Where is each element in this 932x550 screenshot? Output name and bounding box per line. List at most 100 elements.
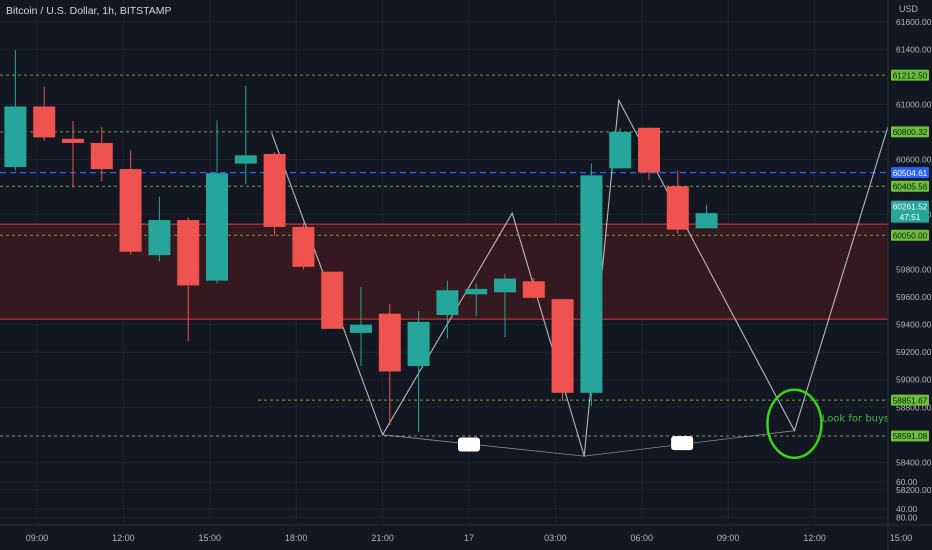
time-tick-label: 09:00 (26, 533, 49, 543)
neckline[interactable] (382, 430, 795, 457)
candle (62, 120, 84, 188)
price-tick-label: 61600.00 (896, 17, 932, 27)
candle (263, 151, 286, 236)
candle (148, 196, 171, 262)
time-tick-label: 18:00 (285, 533, 308, 543)
candle (609, 127, 632, 169)
price-tick-label: 58200.00 (896, 485, 932, 495)
time-tick-label: 15:00 (890, 533, 913, 543)
level-price-tag[interactable] (891, 126, 929, 138)
level-price-tag[interactable] (891, 394, 929, 406)
candles (4, 50, 718, 433)
candle-body (609, 131, 632, 169)
currency-label: USD (899, 4, 919, 14)
symbol-title[interactable]: Bitcoin / U.S. Dollar, 1h, BITSTAMP (6, 5, 172, 17)
level-price-tag-label: 60405.56 (893, 181, 928, 191)
candle-body (90, 142, 113, 170)
candle-body (263, 153, 286, 227)
time-axis-bg[interactable] (0, 525, 932, 550)
level-price-tag-label: 61212.50 (893, 70, 928, 80)
price-tick-label: 59200.00 (896, 347, 932, 357)
candle-body (551, 299, 574, 393)
price-tick-label: 59800.00 (896, 265, 932, 275)
candle (580, 163, 603, 406)
candle-body (436, 290, 459, 316)
time-tick-label: 15:00 (199, 533, 222, 543)
level-price-tag[interactable] (891, 229, 929, 241)
candle-body (177, 220, 200, 286)
level-price-tag[interactable] (891, 430, 929, 442)
time-tick-label: 17 (464, 533, 474, 543)
level-price-tag[interactable] (891, 180, 929, 192)
symbol-exchange: BITSTAMP (119, 5, 172, 17)
indicator-tick-label: 40.00 (896, 504, 918, 514)
price-tick-label: 60600.00 (896, 154, 932, 164)
projection-path[interactable] (271, 56, 911, 457)
candle (206, 120, 228, 284)
candle (119, 150, 142, 255)
level-price-tag-label: 60800.32 (893, 127, 928, 137)
candle-body (580, 175, 603, 393)
level-price-tag[interactable] (891, 69, 929, 81)
candle-body (350, 324, 372, 333)
shoulder-marker[interactable] (458, 437, 480, 452)
time-tick-label: 03:00 (544, 533, 567, 543)
candle (4, 50, 27, 171)
candle (494, 273, 516, 338)
candle-body (234, 155, 257, 164)
candle (90, 127, 113, 182)
time-tick-label: 06:00 (631, 533, 654, 543)
shoulder-marker[interactable] (671, 436, 694, 451)
candle (695, 204, 718, 229)
candle (551, 299, 574, 402)
symbol-interval: 1h (102, 5, 114, 17)
level-price-tag-label: 58851.67 (893, 395, 928, 405)
last-price-tag[interactable] (891, 200, 929, 223)
target-circle-ring[interactable] (766, 388, 823, 460)
candle (378, 304, 401, 426)
candle-body (695, 213, 718, 229)
time-tick-label: 09:00 (717, 533, 740, 543)
candle (234, 85, 257, 185)
horizontal-levels[interactable] (0, 74, 888, 437)
candle-body (465, 288, 488, 295)
candle-body (62, 138, 84, 143)
candle-body (638, 127, 660, 173)
last-price-tag-countdown: 47:51 (900, 212, 921, 222)
shoulder-markers[interactable] (458, 436, 694, 452)
indicator-tick-label: 60.00 (896, 477, 918, 487)
candle (638, 127, 660, 181)
candle (321, 271, 344, 329)
level-price-tag-label: 58591.08 (893, 431, 928, 441)
current-price-tag[interactable] (891, 167, 929, 179)
candle-body (407, 321, 430, 366)
price-tick-label: 61400.00 (896, 44, 932, 54)
candle (465, 283, 488, 317)
candle (33, 86, 56, 141)
candle-body (119, 169, 142, 252)
candle-body (148, 220, 171, 256)
current-price-tag-label: 60504.61 (893, 168, 928, 178)
price-tick-label: 80.00 (896, 512, 918, 522)
candle (666, 170, 689, 234)
candle (407, 310, 430, 433)
candle (522, 277, 545, 299)
target-circle[interactable] (766, 388, 823, 460)
price-tick-label: 61000.00 (896, 99, 932, 109)
price-tick-label: 59000.00 (896, 375, 932, 385)
candle (177, 217, 200, 342)
candle-body (4, 106, 27, 168)
price-tick-label: 58800.00 (896, 402, 932, 412)
price-tick-label: 59400.00 (896, 320, 932, 330)
candle-body (33, 106, 56, 138)
price-tick-label: 59600.00 (896, 292, 932, 302)
price-tick-label: 58400.00 (896, 457, 932, 467)
time-tick-label: 12:00 (803, 533, 826, 543)
candle (292, 222, 315, 270)
price-axis-bg[interactable] (888, 0, 932, 550)
candle-body (378, 313, 401, 372)
candle-body (494, 278, 516, 293)
candle-body (321, 271, 344, 329)
